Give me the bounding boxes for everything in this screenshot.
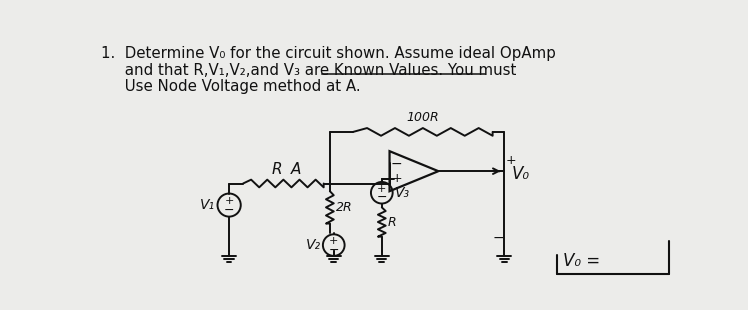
- Text: −: −: [224, 204, 234, 217]
- Text: +: +: [224, 196, 234, 206]
- Text: −: −: [376, 191, 387, 204]
- Text: A: A: [290, 162, 301, 177]
- Text: V₁: V₁: [200, 198, 215, 212]
- Text: +: +: [377, 184, 387, 194]
- Text: 2R: 2R: [336, 201, 353, 214]
- Text: −: −: [492, 230, 504, 244]
- Text: −: −: [390, 157, 402, 171]
- Text: V₀ =: V₀ =: [563, 251, 601, 269]
- Text: R: R: [272, 162, 283, 177]
- Text: +: +: [506, 154, 516, 167]
- Text: and that R,V₁,V₂,and V₃ are Known Values. You must: and that R,V₁,V₂,and V₃ are Known Values…: [101, 63, 517, 78]
- Text: Use Node Voltage method at A.: Use Node Voltage method at A.: [101, 79, 361, 94]
- Text: V₂: V₂: [305, 238, 321, 252]
- Text: V₀: V₀: [512, 165, 530, 183]
- Text: 1.  Determine V₀ for the circuit shown. Assume ideal OpAmp: 1. Determine V₀ for the circuit shown. A…: [101, 46, 556, 61]
- Text: +: +: [329, 236, 338, 246]
- Text: +: +: [391, 172, 402, 185]
- Text: V₃: V₃: [395, 186, 410, 200]
- Text: 100R: 100R: [407, 111, 439, 124]
- Text: R: R: [388, 215, 396, 228]
- Text: −: −: [328, 243, 339, 256]
